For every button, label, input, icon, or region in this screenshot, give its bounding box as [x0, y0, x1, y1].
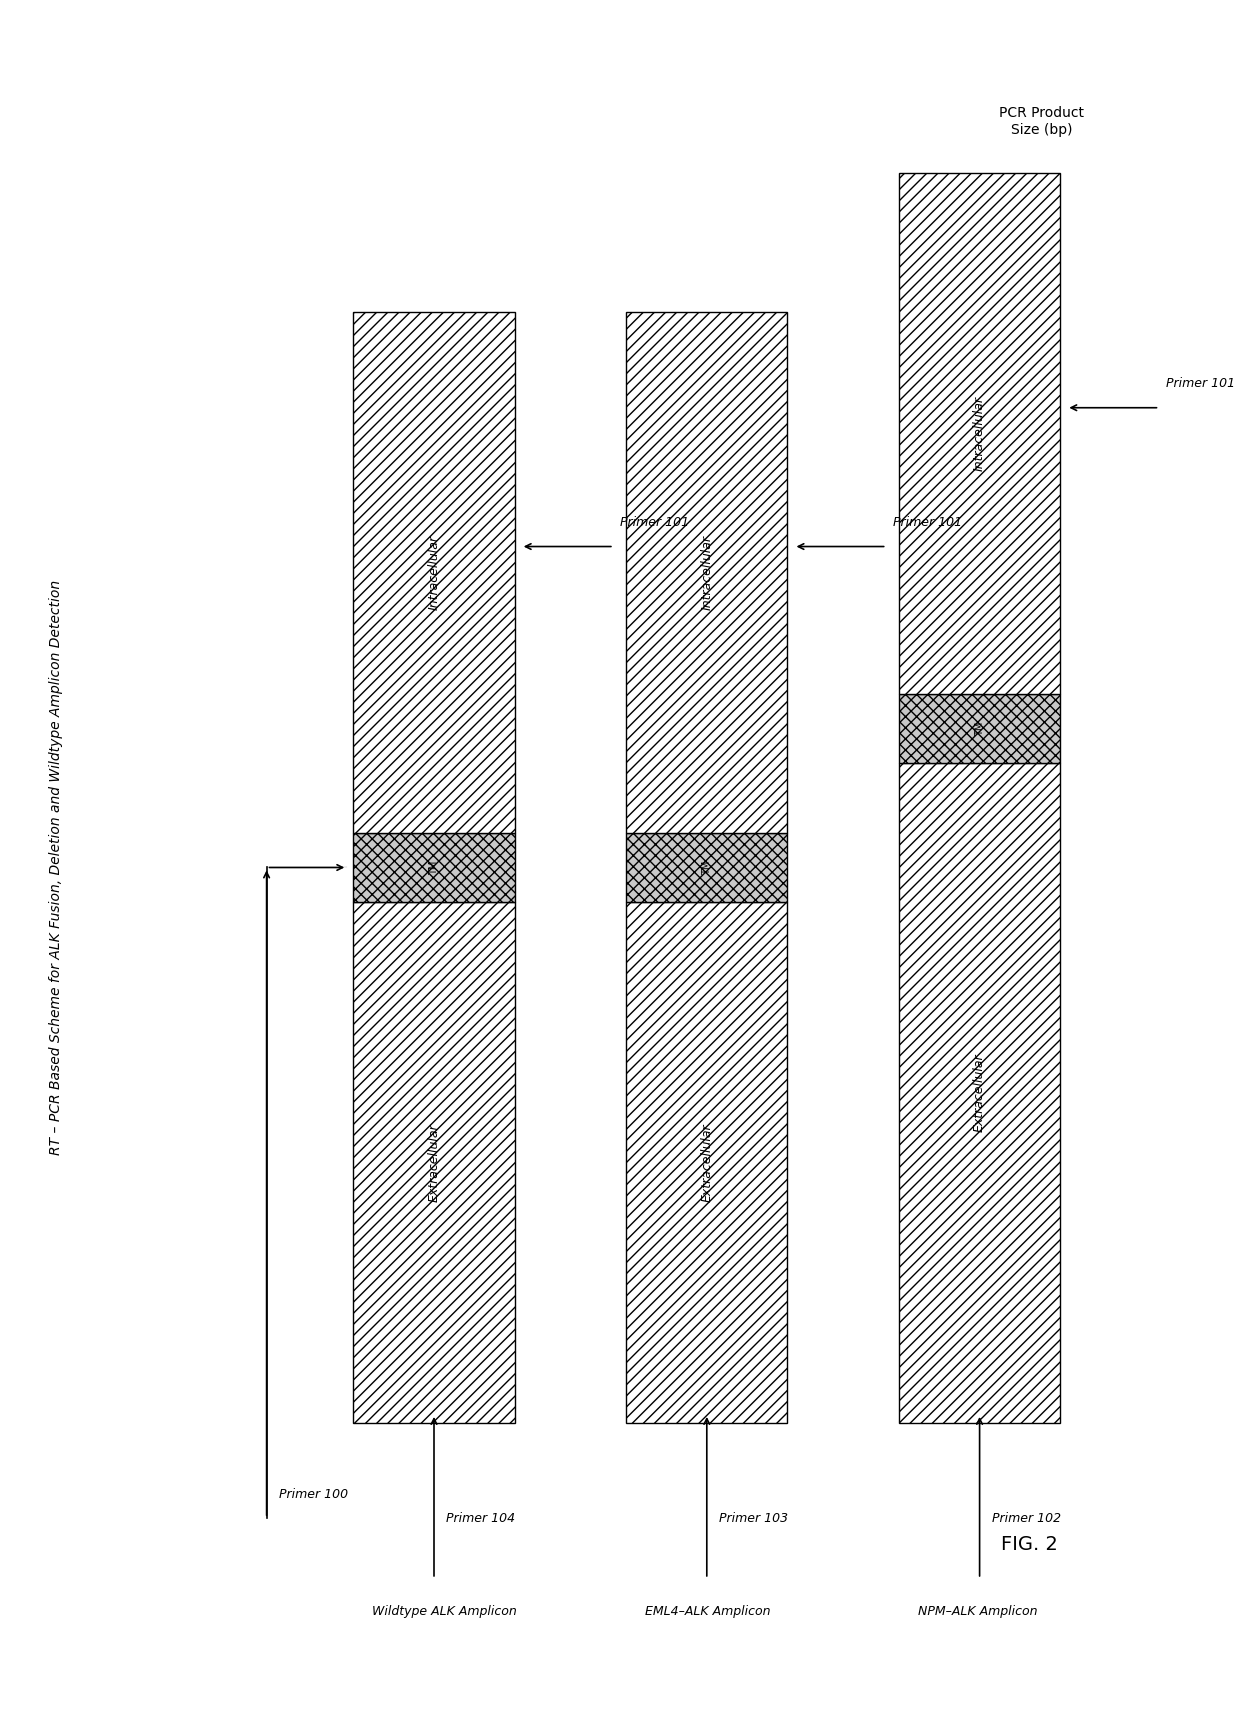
Bar [899, 763, 1060, 1423]
Text: Primer 101: Primer 101 [893, 517, 962, 529]
Text: Primer 101: Primer 101 [1166, 378, 1235, 390]
Text: FIG. 2: FIG. 2 [1001, 1535, 1058, 1553]
Text: TM: TM [975, 722, 985, 736]
Text: Primer 100: Primer 100 [279, 1489, 348, 1501]
Text: Intracellular: Intracellular [428, 534, 440, 611]
Bar [353, 833, 515, 902]
Bar [899, 174, 1060, 694]
Bar [353, 312, 515, 833]
Text: Intracellular: Intracellular [973, 396, 986, 472]
Text: Extracellular: Extracellular [973, 1053, 986, 1133]
Text: RT – PCR Based Scheme for ALK Fusion, Deletion and Wildtype Amplicon Detection: RT – PCR Based Scheme for ALK Fusion, De… [48, 579, 63, 1156]
Text: Extracellular: Extracellular [701, 1123, 713, 1202]
Text: NPM–ALK Amplicon: NPM–ALK Amplicon [918, 1605, 1037, 1617]
Text: EML4–ALK Amplicon: EML4–ALK Amplicon [645, 1605, 770, 1617]
Text: Primer 101: Primer 101 [620, 517, 689, 529]
Text: Extracellular: Extracellular [428, 1123, 440, 1202]
Text: TM: TM [429, 861, 439, 874]
Bar [626, 312, 787, 833]
Text: Wildtype ALK Amplicon: Wildtype ALK Amplicon [372, 1605, 517, 1617]
Text: Primer 102: Primer 102 [992, 1511, 1061, 1525]
Text: Primer 103: Primer 103 [719, 1511, 789, 1525]
Bar [353, 902, 515, 1423]
Text: TM: TM [702, 861, 712, 874]
Text: Intracellular: Intracellular [701, 534, 713, 611]
Text: PCR Product
Size (bp): PCR Product Size (bp) [999, 106, 1084, 137]
Bar [626, 902, 787, 1423]
Bar [899, 694, 1060, 763]
Text: Primer 104: Primer 104 [446, 1511, 516, 1525]
Bar [626, 833, 787, 902]
